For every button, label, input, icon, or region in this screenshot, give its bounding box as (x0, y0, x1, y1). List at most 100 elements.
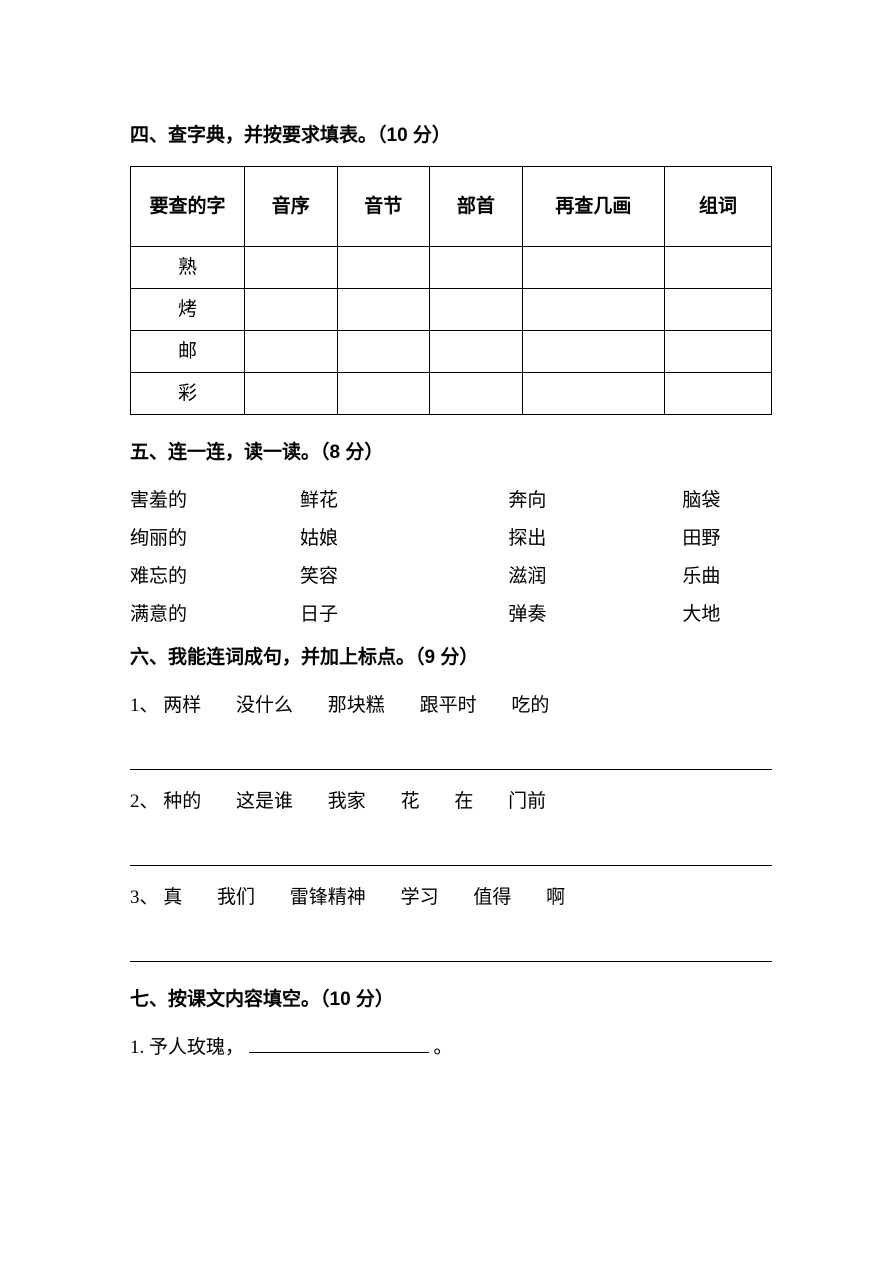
blank-cell[interactable] (244, 247, 337, 289)
section5-title: 五、连一连，读一读。（8 分） (130, 435, 772, 471)
q-word: 雷锋精神 (290, 887, 366, 908)
blank-cell[interactable] (244, 331, 337, 373)
char-cell: 邮 (131, 331, 245, 373)
q-number: 1、 (130, 695, 159, 716)
char-cell: 熟 (131, 247, 245, 289)
blank-cell[interactable] (522, 331, 664, 373)
q7-1: 1. 予人玫瑰， 。 (130, 1030, 772, 1066)
blank-cell[interactable] (665, 373, 772, 415)
q-text: 予人玫瑰， (149, 1037, 244, 1058)
match-word: 大地 (682, 597, 746, 633)
match-word: 笑容 (300, 559, 364, 595)
blank-cell[interactable] (430, 289, 523, 331)
match-word: 难忘的 (130, 559, 230, 595)
q-word: 我们 (217, 887, 255, 908)
blank-cell[interactable] (337, 331, 430, 373)
match-word: 害羞的 (130, 483, 230, 519)
table-header-row: 要查的字 音序 音节 部首 再查几画 组词 (131, 167, 772, 247)
q-number: 2、 (130, 791, 159, 812)
match-left-group: 绚丽的 姑娘 (130, 521, 438, 557)
match-word: 日子 (300, 597, 364, 633)
match-word: 奔向 (508, 483, 572, 519)
th-yinjie: 音节 (337, 167, 430, 247)
match-word: 弹奏 (508, 597, 572, 633)
q6-1: 1、 两样 没什么 那块糕 跟平时 吃的 (130, 688, 772, 724)
table-row: 熟 (131, 247, 772, 289)
q6-3: 3、 真 我们 雷锋精神 学习 值得 啊 (130, 880, 772, 916)
blank-cell[interactable] (337, 373, 430, 415)
blank-cell[interactable] (665, 247, 772, 289)
match-word: 乐曲 (682, 559, 746, 595)
match-left-group: 害羞的 鲜花 (130, 483, 438, 519)
match-word: 绚丽的 (130, 521, 230, 557)
q-word: 门前 (508, 791, 546, 812)
match-word: 鲜花 (300, 483, 364, 519)
match-left-group: 难忘的 笑容 (130, 559, 438, 595)
blank-cell[interactable] (244, 289, 337, 331)
fill-blank[interactable] (249, 1034, 429, 1053)
match-row: 满意的 日子 弹奏 大地 (130, 597, 772, 633)
blank-cell[interactable] (430, 373, 523, 415)
match-row: 难忘的 笑容 滋润 乐曲 (130, 559, 772, 595)
char-cell: 彩 (131, 373, 245, 415)
worksheet-page: 四、查字典，并按要求填表。（10 分） 要查的字 音序 音节 部首 再查几画 组… (0, 0, 892, 1262)
match-word: 脑袋 (682, 483, 746, 519)
match-row: 绚丽的 姑娘 探出 田野 (130, 521, 772, 557)
match-row: 害羞的 鲜花 奔向 脑袋 (130, 483, 772, 519)
match-word: 姑娘 (300, 521, 364, 557)
match-word: 滋润 (508, 559, 572, 595)
q-word: 那块糕 (328, 695, 385, 716)
blank-cell[interactable] (665, 289, 772, 331)
q-word: 吃的 (511, 695, 549, 716)
table-row: 烤 (131, 289, 772, 331)
q-word: 学习 (401, 887, 439, 908)
q-word: 两样 (163, 695, 201, 716)
section7-title: 七、按课文内容填空。（10 分） (130, 982, 772, 1018)
answer-blank-line[interactable] (130, 734, 772, 770)
th-char: 要查的字 (131, 167, 245, 247)
q-number: 1. (130, 1037, 144, 1058)
th-zuci: 组词 (665, 167, 772, 247)
match-word: 满意的 (130, 597, 230, 633)
q-word: 没什么 (236, 695, 293, 716)
blank-cell[interactable] (522, 373, 664, 415)
section6-title: 六、我能连词成句，并加上标点。（9 分） (130, 640, 772, 676)
q-word: 花 (401, 791, 420, 812)
q-word: 这是谁 (236, 791, 293, 812)
q-word: 在 (454, 791, 473, 812)
th-yinxu: 音序 (244, 167, 337, 247)
char-lookup-table: 要查的字 音序 音节 部首 再查几画 组词 熟 烤 邮 (130, 166, 772, 415)
answer-blank-line[interactable] (130, 926, 772, 962)
q-word: 我家 (328, 791, 366, 812)
answer-blank-line[interactable] (130, 830, 772, 866)
th-strokes: 再查几画 (522, 167, 664, 247)
match-word: 田野 (682, 521, 746, 557)
section4-title: 四、查字典，并按要求填表。（10 分） (130, 118, 772, 154)
q-text: 。 (434, 1037, 453, 1058)
blank-cell[interactable] (665, 331, 772, 373)
q-word: 啊 (546, 887, 565, 908)
blank-cell[interactable] (522, 247, 664, 289)
q6-2: 2、 种的 这是谁 我家 花 在 门前 (130, 784, 772, 820)
q-word: 跟平时 (420, 695, 477, 716)
match-left-group: 满意的 日子 (130, 597, 438, 633)
blank-cell[interactable] (337, 247, 430, 289)
table-row: 邮 (131, 331, 772, 373)
match-right-group: 奔向 脑袋 (438, 483, 746, 519)
blank-cell[interactable] (430, 247, 523, 289)
match-right-group: 探出 田野 (438, 521, 746, 557)
table-row: 彩 (131, 373, 772, 415)
match-word: 探出 (508, 521, 572, 557)
q-word: 真 (163, 887, 182, 908)
q-word: 种的 (163, 791, 201, 812)
blank-cell[interactable] (430, 331, 523, 373)
q-number: 3、 (130, 887, 159, 908)
char-cell: 烤 (131, 289, 245, 331)
blank-cell[interactable] (522, 289, 664, 331)
q-word: 值得 (473, 887, 511, 908)
match-right-group: 弹奏 大地 (438, 597, 746, 633)
th-bushou: 部首 (430, 167, 523, 247)
match-right-group: 滋润 乐曲 (438, 559, 746, 595)
blank-cell[interactable] (337, 289, 430, 331)
blank-cell[interactable] (244, 373, 337, 415)
